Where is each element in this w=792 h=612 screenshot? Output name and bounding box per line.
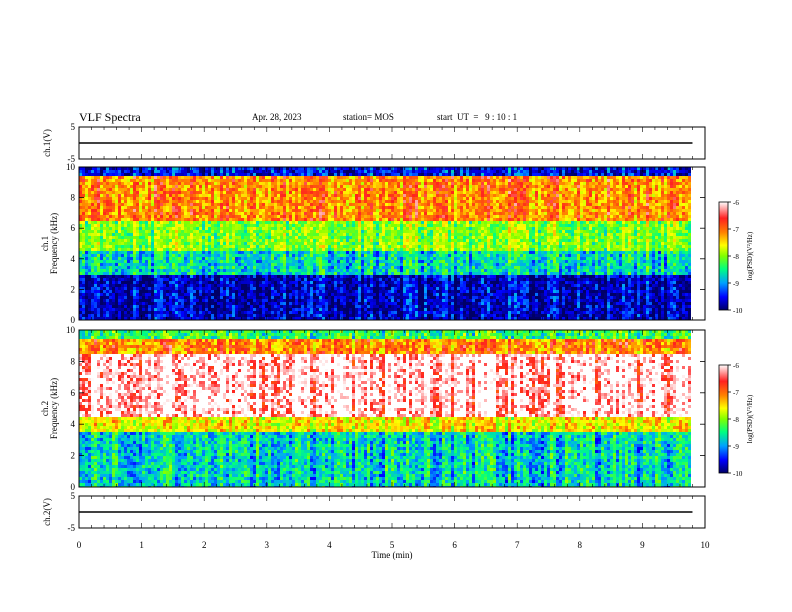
x-tick-label: 3 [265, 540, 270, 550]
x-tick-label: 6 [452, 540, 457, 550]
colorbar-tick-label: -8 [733, 416, 739, 424]
y-axis-label-channel: ch.1 [40, 236, 50, 251]
x-tick-label: 10 [701, 540, 711, 550]
x-tick-label: 0 [77, 540, 82, 550]
colorbar-tick-label: -9 [733, 280, 739, 288]
spectrogram-ch1 [79, 167, 691, 320]
y-tick-label: 4 [71, 419, 76, 429]
y-axis-label: ch.1(V) [42, 129, 52, 157]
colorbar-label: log(PSD)(V²/Hz) [746, 394, 754, 443]
colorbar-tick-label: -7 [733, 389, 739, 397]
y-tick-label: 2 [71, 284, 76, 294]
y-tick-label: 8 [71, 193, 76, 203]
colorbar-tick-label: -8 [733, 253, 739, 261]
colorbar-tick-label: -7 [733, 226, 739, 234]
y-axis-label: Frequency (kHz) [49, 378, 59, 439]
station-label: station= MOS [343, 112, 394, 122]
y-axis-label-channel: ch.2 [40, 401, 50, 416]
y-tick-label: 0 [71, 482, 76, 492]
y-axis-label: Frequency (kHz) [49, 213, 59, 274]
x-tick-label: 8 [578, 540, 583, 550]
x-axis-label: Time (min) [372, 550, 413, 560]
colorbar-tick-label: -10 [733, 470, 743, 478]
x-tick-label: 2 [202, 540, 207, 550]
figure-title: VLF Spectra [79, 110, 141, 125]
start-time-label: start UT = 9 : 10 : 1 [437, 112, 517, 122]
date-label: Apr. 28, 2023 [252, 112, 302, 122]
y-tick-label: -5 [68, 154, 76, 164]
y-tick-label: 6 [71, 223, 76, 233]
x-tick-label: 4 [327, 540, 332, 550]
y-tick-label: 4 [71, 254, 76, 264]
colorbar-label: log(PSD)(V²/Hz) [746, 231, 754, 280]
colorbar [718, 201, 729, 311]
y-tick-label: 8 [71, 356, 76, 366]
x-tick-label: 5 [390, 540, 395, 550]
y-tick-label: 0 [71, 315, 76, 325]
colorbar [718, 364, 729, 474]
y-tick-label: 2 [71, 451, 76, 461]
y-tick-label: 10 [66, 162, 76, 172]
spectrogram-ch2 [79, 330, 691, 487]
y-tick-label: 6 [71, 388, 76, 398]
x-tick-label: 7 [515, 540, 520, 550]
y-tick-label: 5 [71, 491, 76, 501]
y-tick-label: 5 [71, 122, 76, 132]
y-tick-label: -5 [68, 523, 76, 533]
colorbar-tick-label: -9 [733, 443, 739, 451]
colorbar-tick-label: -6 [733, 199, 739, 207]
colorbar-tick-label: -6 [733, 362, 739, 370]
y-tick-label: 10 [66, 325, 76, 335]
x-tick-label: 1 [139, 540, 144, 550]
y-axis-label: ch.2(V) [42, 498, 52, 526]
x-tick-label: 9 [640, 540, 645, 550]
colorbar-tick-label: -10 [733, 307, 743, 315]
